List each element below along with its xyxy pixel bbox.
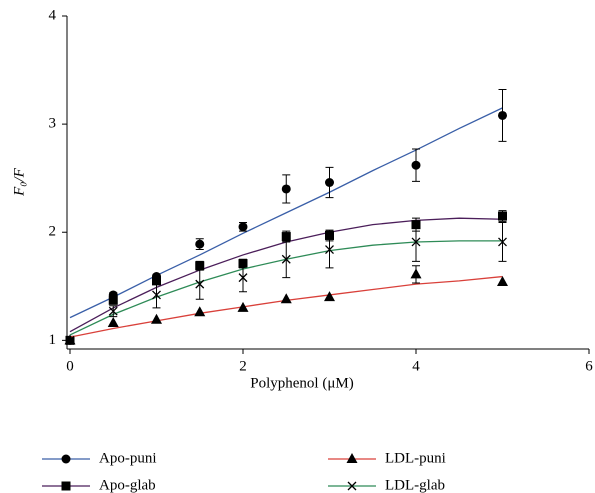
point <box>195 279 205 289</box>
point <box>498 110 507 120</box>
y-tick-label: 2 <box>49 224 57 240</box>
y-tick-label: 3 <box>49 116 57 132</box>
point <box>195 239 205 249</box>
point <box>498 211 507 221</box>
legend-label: LDL-puni <box>385 450 446 466</box>
legend-label: Apo-glab <box>99 477 156 493</box>
point <box>281 254 291 264</box>
point <box>65 335 75 345</box>
point <box>325 178 334 187</box>
x-tick-label: 4 <box>412 358 420 374</box>
point <box>281 184 291 194</box>
point <box>324 291 335 302</box>
y-tick-label: 1 <box>49 332 57 348</box>
point <box>280 293 292 304</box>
point <box>497 275 508 286</box>
fit-line <box>69 107 503 319</box>
x-tick-label: 2 <box>239 358 247 374</box>
point <box>195 261 205 271</box>
point <box>107 317 119 328</box>
x-tick-label: 6 <box>585 358 593 374</box>
legend-label: LDL-glab <box>385 477 445 493</box>
legend-marker <box>61 454 71 464</box>
point <box>411 237 421 247</box>
x-axis-label: Polyphenol (μM) <box>250 375 353 391</box>
x-tick-label: 0 <box>66 358 74 374</box>
point <box>498 237 507 247</box>
point <box>325 245 334 254</box>
point <box>108 306 118 316</box>
point <box>238 273 248 283</box>
point <box>411 160 421 170</box>
point <box>281 232 291 242</box>
point <box>237 301 249 312</box>
point <box>410 268 422 279</box>
legend-marker <box>347 481 357 491</box>
legend-marker <box>346 453 358 463</box>
y-axis-label: F₀/F <box>11 167 27 197</box>
legend-label: Apo-puni <box>99 450 157 466</box>
legend-marker <box>61 481 71 491</box>
point <box>108 295 118 305</box>
point <box>152 276 161 286</box>
point <box>151 313 162 324</box>
point <box>194 306 206 317</box>
point <box>64 334 76 345</box>
y-tick-label: 4 <box>49 7 57 23</box>
point <box>152 290 161 300</box>
point <box>238 222 248 232</box>
